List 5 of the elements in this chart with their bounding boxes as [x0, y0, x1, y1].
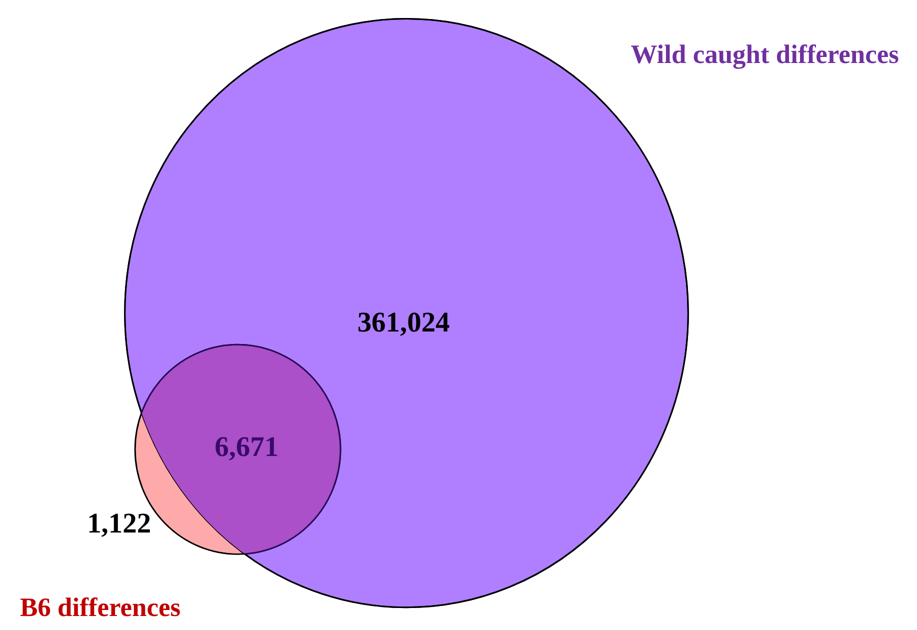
data-label: 6,671 — [214, 432, 279, 463]
text: Wild caught differences — [630, 38, 899, 69]
data-label: 1,122 — [87, 508, 152, 540]
data-label: 361,024 — [357, 307, 450, 338]
text: B6 differences — [20, 592, 181, 622]
